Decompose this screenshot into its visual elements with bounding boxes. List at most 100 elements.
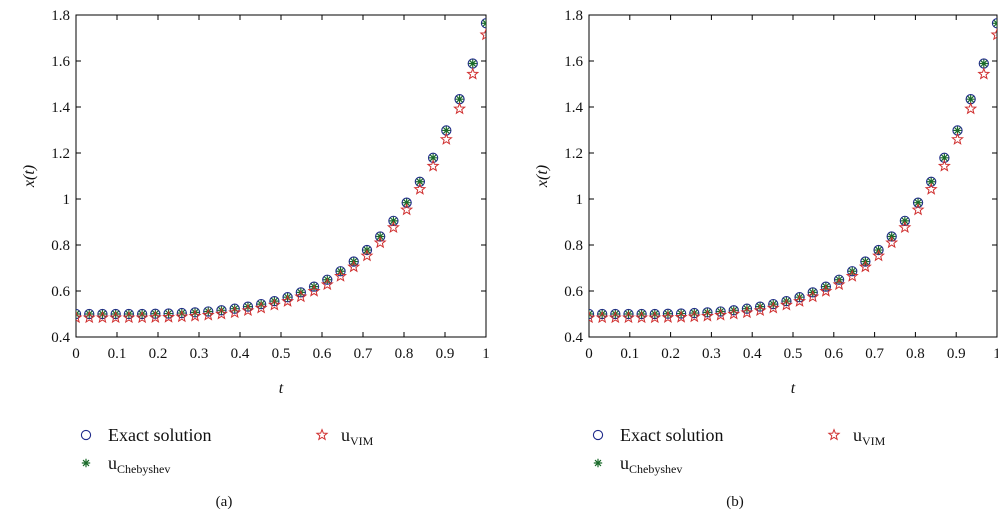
- data-point-asterisk: [637, 309, 646, 319]
- data-point-asterisk: [415, 177, 425, 186]
- data-point-asterisk: [926, 177, 936, 186]
- data-point-circle: [912, 197, 924, 208]
- data-point-circle: [308, 281, 320, 292]
- y-tick-label: 1.8: [564, 8, 583, 24]
- data-point-circle: [136, 308, 148, 320]
- data-point-circle: [847, 266, 858, 277]
- data-point-asterisk: [190, 308, 200, 317]
- data-point-circle: [97, 308, 108, 320]
- data-point-asterisk: [124, 309, 134, 319]
- data-point-star: [779, 298, 793, 311]
- data-point-star: [413, 182, 427, 195]
- data-point-star: [453, 102, 467, 115]
- data-point-circle: [282, 292, 293, 303]
- data-point-star: [858, 260, 872, 273]
- plot-frame: [75, 14, 487, 338]
- x-tick-label: 0.2: [149, 346, 168, 362]
- panel-label: (b): [726, 494, 744, 510]
- data-point-circle: [189, 307, 201, 318]
- data-point-star: [281, 294, 295, 307]
- data-point-asterisk: [716, 307, 725, 316]
- data-point-star: [201, 308, 215, 321]
- data-point-circle: [675, 308, 687, 319]
- x-tick-label: 0.8: [395, 346, 414, 362]
- data-point-star: [793, 294, 807, 307]
- data-point-circle: [163, 308, 174, 319]
- data-point-star: [188, 309, 202, 322]
- data-point-star: [76, 310, 83, 324]
- data-point-circle: [636, 308, 647, 320]
- data-point-star: [911, 203, 925, 216]
- data-point-circle: [480, 18, 486, 29]
- legend-label-vim-base: u: [341, 425, 350, 445]
- y-tick-label: 1.2: [564, 146, 583, 162]
- legend-marker-asterisk: [593, 458, 603, 468]
- data-point-circle: [623, 308, 634, 320]
- x-tick-label: 0.4: [231, 346, 250, 362]
- data-point-circle: [689, 307, 700, 319]
- data-point-asterisk: [243, 302, 253, 311]
- data-point-star: [845, 269, 859, 282]
- data-point-star: [819, 284, 833, 297]
- data-point-star: [267, 298, 281, 311]
- y-tick-label: 1.6: [51, 54, 70, 70]
- data-point-circle: [176, 307, 187, 319]
- y-tick-label: 1.4: [564, 100, 583, 116]
- data-point-asterisk: [611, 309, 620, 319]
- data-point-star: [714, 308, 728, 321]
- data-point-circle: [926, 176, 937, 187]
- data-point-star: [400, 203, 414, 216]
- x-tick-label: 0.8: [906, 346, 925, 362]
- data-point-circle: [84, 308, 95, 320]
- panel-label: (a): [216, 494, 233, 510]
- data-point-star: [595, 310, 609, 324]
- data-point-star: [661, 310, 675, 323]
- data-point-asterisk: [953, 126, 962, 135]
- legend-marker-star: [315, 428, 329, 441]
- data-point-circle: [939, 152, 950, 163]
- data-point-star: [95, 310, 109, 324]
- data-point-star: [334, 269, 348, 282]
- data-point-asterisk: [230, 304, 239, 313]
- x-tick-label: 0.7: [865, 346, 884, 362]
- y-tick-label: 1.4: [51, 100, 70, 116]
- data-point-asterisk: [940, 153, 949, 163]
- data-point-star: [479, 27, 486, 41]
- data-point-circle: [110, 308, 121, 320]
- data-point-asterisk: [111, 309, 120, 319]
- data-point-star: [648, 310, 662, 324]
- data-point-star: [687, 309, 701, 323]
- data-point-circle: [833, 274, 845, 285]
- data-point-star: [307, 284, 321, 297]
- series-star: [589, 27, 997, 324]
- data-point-asterisk: [177, 308, 187, 318]
- data-point-star: [466, 67, 480, 80]
- data-point-circle: [335, 266, 346, 277]
- data-point-circle: [899, 215, 911, 226]
- legend-label-chebyshev-base: u: [108, 453, 117, 473]
- data-point-star: [360, 249, 374, 262]
- data-point-star: [951, 132, 964, 145]
- data-point-circle: [322, 274, 333, 285]
- y-tick-label: 0.6: [564, 284, 583, 300]
- y-tick-label: 1: [63, 192, 71, 208]
- data-point-asterisk: [402, 198, 411, 207]
- data-point-asterisk: [782, 296, 791, 306]
- data-point-star: [977, 67, 991, 80]
- data-point-star: [924, 182, 938, 195]
- data-point-circle: [728, 305, 739, 316]
- x-tick-label: 1: [993, 346, 998, 362]
- x-tick-label: 0: [72, 346, 80, 362]
- y-tick-label: 0.8: [564, 238, 583, 254]
- data-point-circle: [886, 231, 897, 242]
- data-point-asterisk: [979, 59, 989, 68]
- legend-label-vim-sub: VIM: [350, 434, 374, 448]
- data-point-circle: [427, 152, 439, 163]
- data-point-star: [622, 310, 635, 324]
- data-point-circle: [203, 306, 214, 317]
- data-point-star: [241, 303, 255, 317]
- data-point-circle: [589, 308, 595, 320]
- data-point-circle: [361, 244, 373, 256]
- legend-label-chebyshev: uChebyshev: [620, 453, 682, 476]
